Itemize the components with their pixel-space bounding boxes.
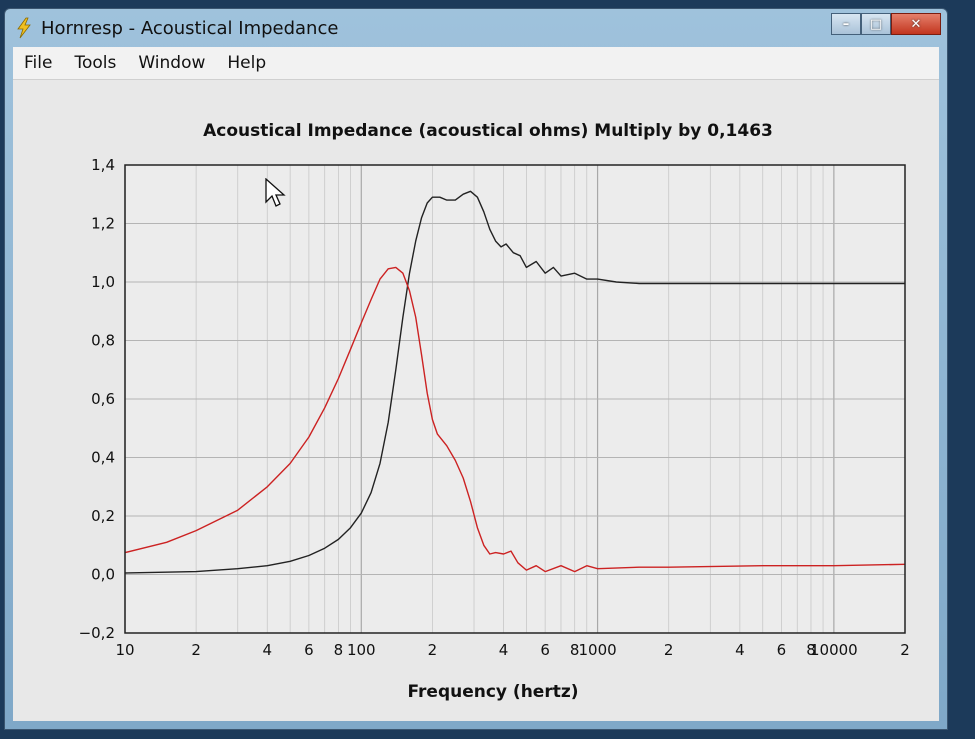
title-bar[interactable]: Hornresp - Acoustical Impedance – □ ✕: [5, 9, 947, 47]
x-tick-label: 8: [570, 641, 580, 659]
x-tick-label: 6: [304, 641, 314, 659]
chart-series: [124, 190, 906, 574]
y-tick-label: 1,2: [91, 215, 115, 233]
y-tick-label: 0,4: [91, 449, 115, 467]
chart-area: Acoustical Impedance (acoustical ohms) M…: [13, 80, 939, 721]
client-area: File Tools Window Help Acoustical Impeda…: [13, 47, 939, 721]
y-tick-label: 0,8: [91, 332, 115, 350]
y-tick-label: 1,0: [91, 273, 115, 291]
y-tick-label: −0,2: [79, 624, 115, 642]
window-title: Hornresp - Acoustical Impedance: [41, 18, 339, 39]
impedance-chart: Acoustical Impedance (acoustical ohms) M…: [79, 121, 910, 702]
series-line-black: [124, 190, 905, 574]
y-tick-label: 0,2: [91, 507, 115, 525]
x-tick-label: 4: [499, 641, 509, 659]
lightning-bolt-icon: [17, 17, 31, 39]
minimize-button[interactable]: –: [831, 13, 861, 35]
plot-frame: [124, 164, 906, 634]
x-tick-label: 10000: [810, 641, 858, 659]
x-tick-label: 8: [334, 641, 344, 659]
maximize-button[interactable]: □: [861, 13, 891, 35]
x-tick-label: 2: [664, 641, 674, 659]
mouse-cursor-icon: [265, 178, 286, 207]
x-tick-label: 10: [115, 641, 134, 659]
y-tick-label: 0,6: [91, 390, 115, 408]
x-tick-label: 8: [806, 641, 816, 659]
menu-bar: File Tools Window Help: [13, 47, 939, 80]
x-tick-label: 2: [428, 641, 438, 659]
x-tick-label: 4: [262, 641, 272, 659]
y-tick-label: 1,4: [91, 156, 115, 174]
x-tick-label: 1000: [578, 641, 616, 659]
chart-title: Acoustical Impedance (acoustical ohms) M…: [203, 121, 773, 141]
y-tick-label: 0,0: [91, 566, 115, 584]
menu-window[interactable]: Window: [138, 53, 206, 73]
close-button[interactable]: ✕: [891, 13, 941, 35]
x-tick-label: 2: [900, 641, 910, 659]
x-tick-label: 4: [735, 641, 745, 659]
x-tick-label: 6: [540, 641, 550, 659]
x-tick-label: 2: [191, 641, 201, 659]
menu-tools[interactable]: Tools: [74, 53, 117, 73]
series-line-red: [124, 266, 906, 573]
x-tick-label: 6: [777, 641, 787, 659]
x-axis-label: Frequency (hertz): [408, 682, 579, 702]
y-axis-ticks: 1,4 1,2 1,0 0,8 0,6 0,4 0,2 0,0 −0,2: [79, 156, 115, 642]
menu-file[interactable]: File: [24, 53, 53, 73]
x-tick-label: 100: [347, 641, 376, 659]
menu-help[interactable]: Help: [227, 53, 267, 73]
app-window: Hornresp - Acoustical Impedance – □ ✕ Fi…: [4, 8, 948, 730]
